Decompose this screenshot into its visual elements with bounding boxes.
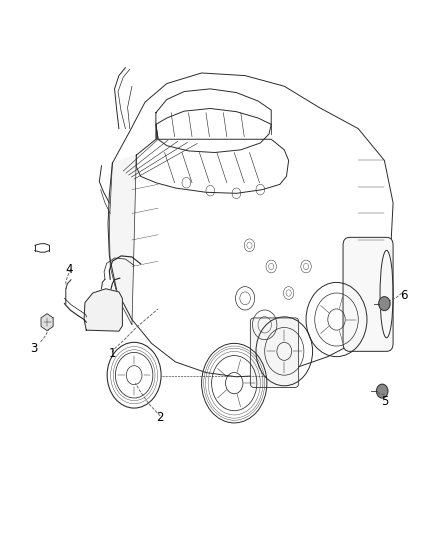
- Polygon shape: [110, 155, 136, 325]
- Text: 3: 3: [30, 342, 38, 355]
- Polygon shape: [41, 314, 53, 330]
- FancyBboxPatch shape: [251, 318, 299, 387]
- Text: 1: 1: [109, 348, 116, 360]
- Text: 6: 6: [400, 289, 408, 302]
- Circle shape: [377, 384, 388, 398]
- FancyBboxPatch shape: [343, 237, 393, 351]
- Text: 2: 2: [156, 411, 164, 424]
- Circle shape: [379, 297, 390, 311]
- Text: 4: 4: [65, 263, 73, 276]
- Polygon shape: [84, 289, 122, 331]
- Text: 5: 5: [381, 395, 388, 408]
